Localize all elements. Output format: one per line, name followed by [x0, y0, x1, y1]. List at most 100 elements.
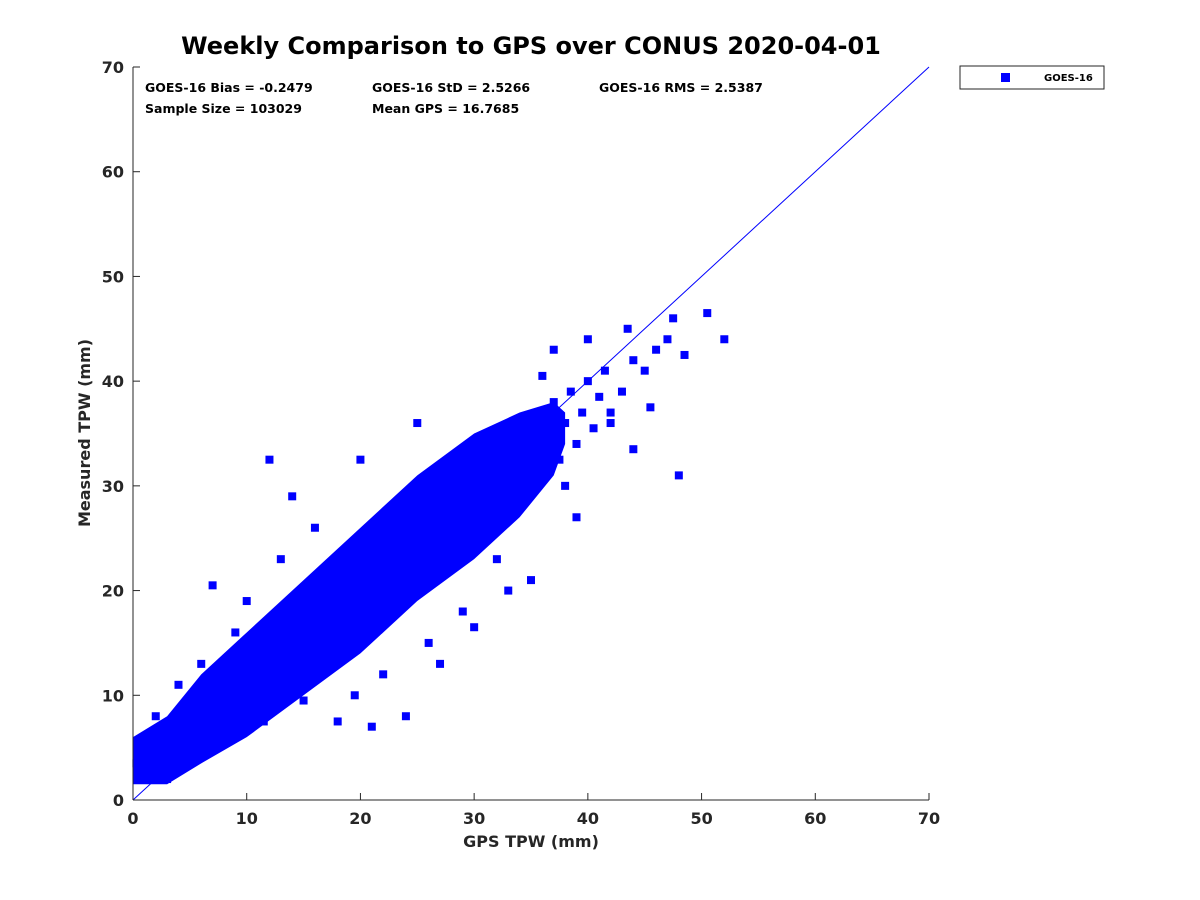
data-point [222, 733, 231, 742]
y-axis-label: Measured TPW (mm) [75, 339, 94, 527]
data-point [339, 597, 348, 606]
x-tick-label: 40 [577, 809, 599, 828]
x-axis-label: GPS TPW (mm) [463, 832, 599, 851]
data-point [345, 555, 354, 564]
data-point [225, 696, 234, 705]
legend-marker [1001, 73, 1010, 82]
data-point [183, 712, 192, 721]
data-point [271, 659, 280, 668]
data-point [142, 769, 151, 778]
data-point [379, 670, 388, 679]
data-point [663, 335, 672, 344]
data-point [475, 471, 484, 480]
data-point [430, 513, 439, 522]
data-point [600, 366, 609, 375]
data-point [396, 544, 405, 553]
data-point [472, 523, 481, 532]
data-point [549, 345, 558, 354]
y-tick-label: 10 [102, 686, 124, 705]
data-point [242, 597, 251, 606]
data-point [157, 754, 166, 763]
data-point [449, 544, 458, 553]
data-point [441, 502, 450, 511]
data-point [276, 555, 285, 564]
data-point [310, 523, 319, 532]
data-point [174, 748, 183, 757]
data-point [335, 644, 344, 653]
data-point [527, 576, 535, 585]
data-point [623, 324, 632, 333]
data-point [347, 638, 356, 647]
data-point [324, 649, 333, 658]
data-points [132, 309, 729, 784]
data-point [509, 450, 518, 459]
data-point [404, 586, 413, 595]
std-annotation: GOES-16 StD = 2.5266 [372, 80, 530, 95]
data-point [305, 628, 314, 637]
data-point [424, 476, 433, 485]
one-to-one-reference-line [132, 66, 930, 801]
data-point [168, 764, 177, 773]
rms-annotation: GOES-16 RMS = 2.5387 [599, 80, 763, 95]
data-point [629, 356, 638, 365]
x-tick-label: 10 [236, 809, 258, 828]
data-point [464, 481, 473, 490]
data-point [299, 696, 308, 705]
data-point [333, 560, 342, 569]
y-tick-label: 50 [102, 267, 124, 286]
data-point [461, 534, 470, 543]
data-point [413, 419, 422, 428]
x-tick-label: 0 [127, 809, 138, 828]
x-axis-ticks: 0 10 20 30 40 50 60 70 [127, 793, 940, 828]
data-point [151, 712, 160, 721]
data-point [256, 701, 265, 710]
data-point [288, 492, 297, 501]
data-point [282, 649, 291, 658]
data-point [237, 691, 246, 700]
chart-title: Weekly Comparison to GPS over CONUS 2020… [181, 32, 881, 60]
data-point [244, 712, 253, 721]
data-point [233, 722, 242, 731]
data-point [301, 670, 310, 679]
data-point [356, 455, 365, 464]
data-point [199, 748, 208, 757]
data-point [606, 408, 615, 417]
data-point [316, 617, 325, 626]
data-point [572, 513, 581, 522]
data-point [358, 628, 367, 637]
data-point [438, 555, 447, 564]
data-point [669, 314, 678, 323]
y-tick-label: 70 [102, 58, 124, 77]
data-point [646, 403, 655, 412]
data-point [279, 691, 288, 700]
data-point [208, 581, 217, 590]
data-point [720, 335, 729, 344]
data-point [674, 471, 683, 480]
x-tick-label: 50 [690, 809, 712, 828]
data-point [163, 775, 172, 784]
data-point [208, 691, 217, 700]
data-point [328, 607, 336, 616]
data-point [191, 733, 200, 742]
data-point [703, 309, 712, 318]
data-point [504, 492, 513, 501]
y-tick-label: 20 [102, 582, 124, 601]
data-point [165, 738, 174, 747]
data-point [390, 513, 399, 522]
data-point [373, 565, 382, 574]
data-point [424, 638, 433, 647]
x-tick-label: 30 [463, 809, 485, 828]
x-tick-label: 60 [804, 809, 826, 828]
data-point [606, 419, 615, 428]
data-point [265, 455, 274, 464]
data-point [470, 439, 479, 448]
data-point [426, 565, 435, 574]
data-point [436, 471, 445, 480]
data-point [367, 534, 376, 543]
data-point [680, 350, 689, 359]
data-point [197, 701, 206, 710]
data-point [140, 754, 149, 763]
y-tick-label: 30 [102, 477, 124, 496]
data-point [401, 497, 410, 506]
